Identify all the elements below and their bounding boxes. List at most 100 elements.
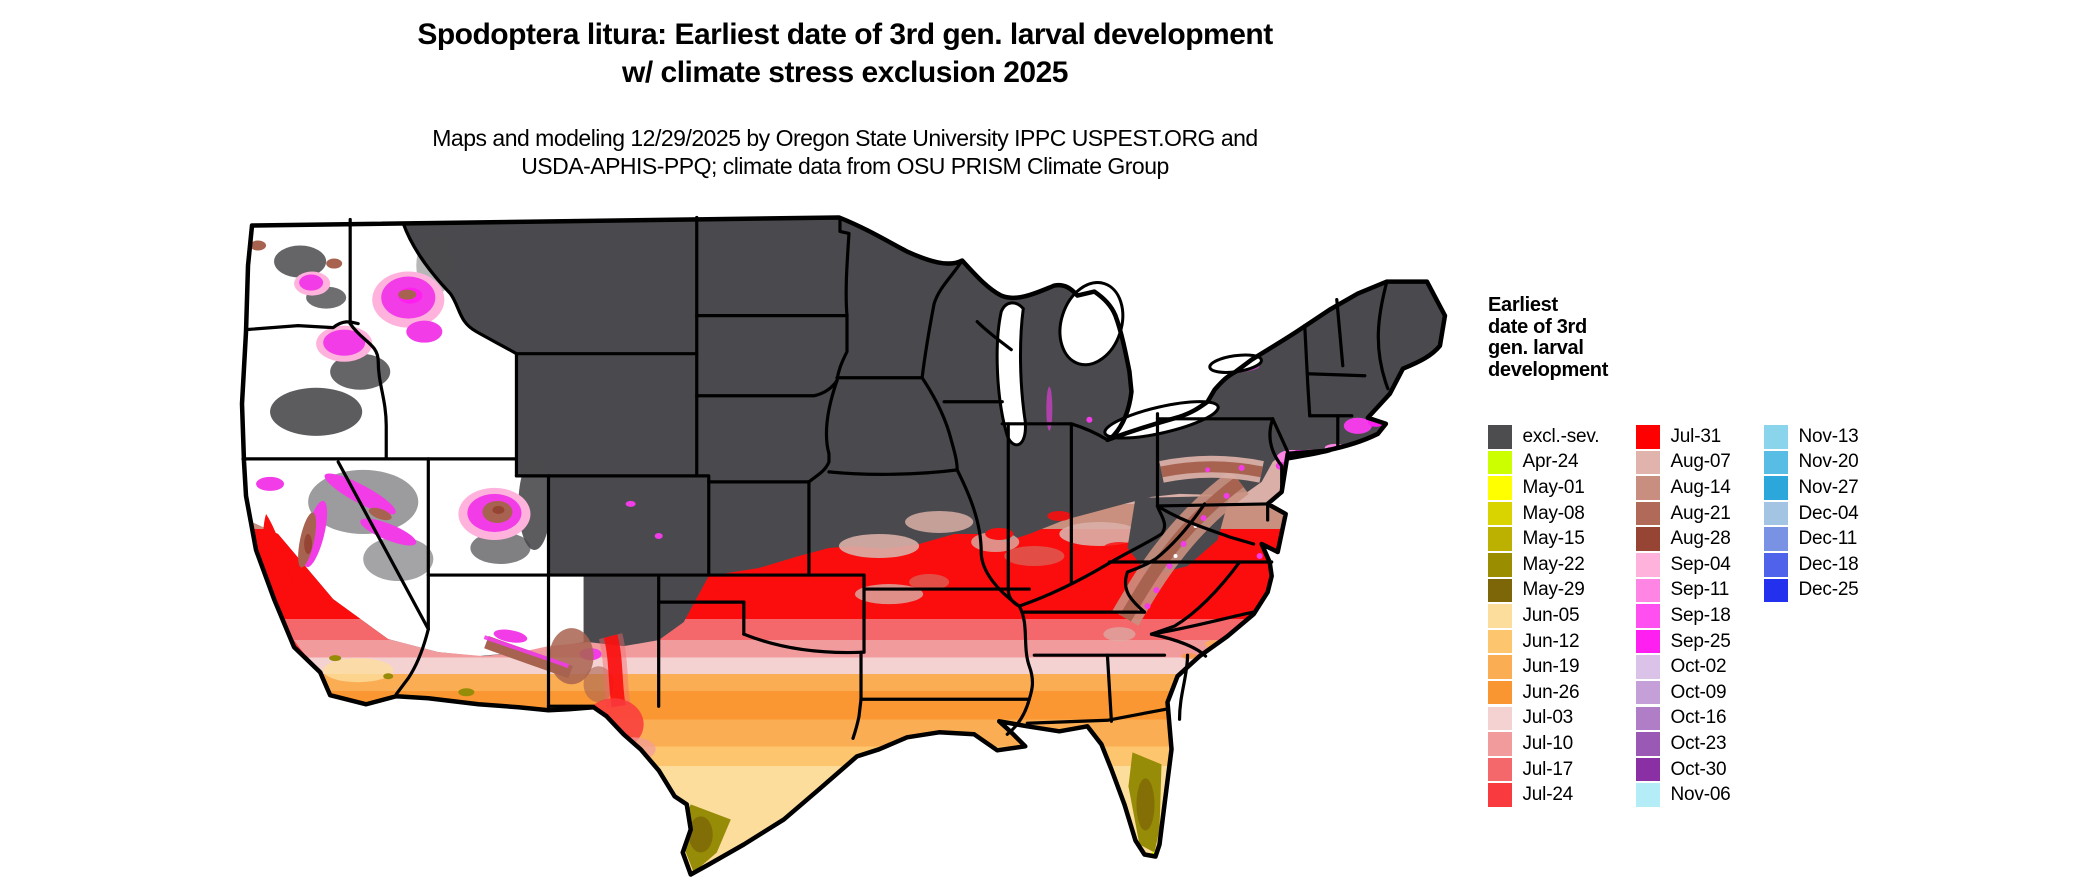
legend-item: Jul-17 — [1488, 757, 1599, 783]
legend-label: Oct-23 — [1670, 732, 1727, 754]
legend-item: Oct-16 — [1636, 706, 1731, 732]
legend-swatch — [1636, 578, 1660, 603]
legend-item: Jul-10 — [1488, 731, 1599, 757]
legend-item: Jun-05 — [1488, 603, 1599, 629]
lake-michigan-shore-magenta — [1046, 386, 1053, 431]
legend-swatch — [1636, 476, 1660, 500]
legend-label: Sep-11 — [1670, 579, 1730, 601]
legend-swatch — [1488, 680, 1512, 705]
legend-item: Aug-14 — [1636, 475, 1731, 501]
boston-magenta — [1343, 417, 1372, 434]
legend-swatch — [1636, 604, 1660, 628]
legend-label: Nov-06 — [1670, 784, 1731, 806]
legend-label: May-15 — [1522, 528, 1585, 550]
map-title-line2: w/ climate stress exclusion 2025 — [622, 56, 1068, 89]
legend-swatch — [1764, 501, 1788, 526]
rio-grande-red-valley — [603, 634, 626, 708]
socal-tan-patch — [323, 658, 394, 683]
legend-item: Oct-30 — [1636, 757, 1731, 783]
legend-swatch — [1488, 425, 1512, 449]
conus-map-svg — [239, 215, 1448, 877]
appalachian-magenta-specks — [1086, 416, 1263, 610]
legend-label: Dec-25 — [1798, 579, 1859, 601]
legend-label: Oct-30 — [1670, 758, 1727, 780]
legend-label: Jun-05 — [1522, 604, 1580, 626]
legend-item: Dec-25 — [1764, 578, 1859, 604]
florida-dark-olive — [1136, 778, 1155, 831]
legend-label: Dec-18 — [1798, 553, 1859, 575]
legend-item: Sep-25 — [1636, 629, 1731, 655]
az-mogollon-magenta-edge — [483, 635, 570, 669]
legend-label: Jul-31 — [1670, 425, 1722, 447]
legend-item: Dec-04 — [1764, 501, 1859, 527]
legend-swatch — [1488, 604, 1512, 628]
legend-swatch — [1636, 732, 1660, 756]
legend-label: Aug-07 — [1670, 451, 1731, 473]
lake-michigan — [995, 301, 1027, 447]
map-title-line1: Spodoptera litura: Earliest date of 3rd … — [417, 18, 1273, 51]
legend-item: May-01 — [1488, 475, 1599, 501]
legend-label: May-29 — [1522, 579, 1585, 601]
legend-swatch — [1488, 706, 1512, 731]
legend-swatch — [1636, 655, 1660, 679]
legend-swatch — [1636, 680, 1660, 705]
legend-swatch — [1488, 655, 1512, 679]
legend-item: May-15 — [1488, 526, 1599, 552]
legend-label: Sep-18 — [1670, 604, 1731, 626]
legend-label: Nov-13 — [1798, 425, 1859, 447]
legend-label: Oct-16 — [1670, 707, 1727, 729]
legend-swatch — [1488, 553, 1512, 577]
map-subtitle-line1: Maps and modeling 12/29/2025 by Oregon S… — [432, 125, 1258, 151]
legend-label: Oct-09 — [1670, 681, 1727, 703]
legend-swatch — [1636, 501, 1660, 526]
legend-item: Nov-20 — [1764, 450, 1859, 476]
midwest-rose-patches — [909, 545, 1065, 591]
legend-item: Oct-02 — [1636, 654, 1731, 680]
appalachian-brown-ridge — [1119, 476, 1244, 622]
legend-swatch — [1636, 757, 1660, 782]
conus-map — [238, 203, 1470, 892]
legend-label: Jul-17 — [1522, 758, 1574, 780]
legend-item: Dec-18 — [1764, 552, 1859, 578]
legend-swatch — [1764, 527, 1788, 551]
legend-item: Nov-27 — [1764, 475, 1859, 501]
legend-title-line: Earliest — [1488, 294, 1558, 316]
legend-swatch — [1488, 732, 1512, 756]
south-texas-dark-olive — [688, 816, 713, 853]
legend-label: May-01 — [1522, 476, 1585, 498]
legend-label: Jul-10 — [1522, 732, 1574, 754]
legend-item: Oct-23 — [1636, 731, 1731, 757]
legend-item: Sep-11 — [1636, 578, 1731, 604]
legend-title-line: date of 3rd — [1488, 315, 1587, 338]
legend-label: Sep-04 — [1670, 553, 1731, 575]
legend-swatch — [1488, 476, 1512, 500]
nh-coast-magenta — [1385, 399, 1398, 408]
legend-item: May-08 — [1488, 501, 1599, 527]
legend-label: Jul-24 — [1522, 784, 1574, 806]
legend-item: Aug-21 — [1636, 501, 1731, 527]
legend-swatch — [1764, 553, 1788, 577]
legend-label: Aug-14 — [1670, 476, 1731, 498]
legend-title-line: development — [1488, 358, 1609, 381]
legend-column-2: Jul-31 Aug-07 Aug-14 Aug-21 Aug-28 Sep-04 Sep-… — [1636, 424, 1731, 808]
legend-item: Sep-04 — [1636, 552, 1731, 578]
legend-title-line: gen. larval — [1488, 337, 1584, 359]
legend-label: Jun-12 — [1522, 630, 1580, 652]
legend-swatch — [1636, 783, 1660, 807]
state-borders — [241, 215, 1390, 740]
legend-item: Jul-31 — [1636, 424, 1731, 450]
midwest-red-speckles — [985, 510, 1136, 555]
legend-item: Dec-11 — [1764, 526, 1859, 552]
legend-item: excl.-sev. — [1488, 424, 1600, 450]
legend-swatch — [1764, 476, 1788, 500]
map-fill-layers — [242, 217, 1445, 875]
legend-label: Nov-20 — [1798, 451, 1859, 473]
legend-swatch — [1764, 450, 1788, 475]
legend-label: May-22 — [1522, 553, 1585, 575]
legend-swatch — [1488, 527, 1512, 551]
legend-item: Jul-03 — [1488, 706, 1599, 732]
legend-swatch — [1488, 450, 1512, 475]
legend-swatch — [1636, 553, 1660, 577]
legend-label: excl.-sev. — [1522, 425, 1600, 447]
pa-brown-band — [1160, 461, 1263, 478]
